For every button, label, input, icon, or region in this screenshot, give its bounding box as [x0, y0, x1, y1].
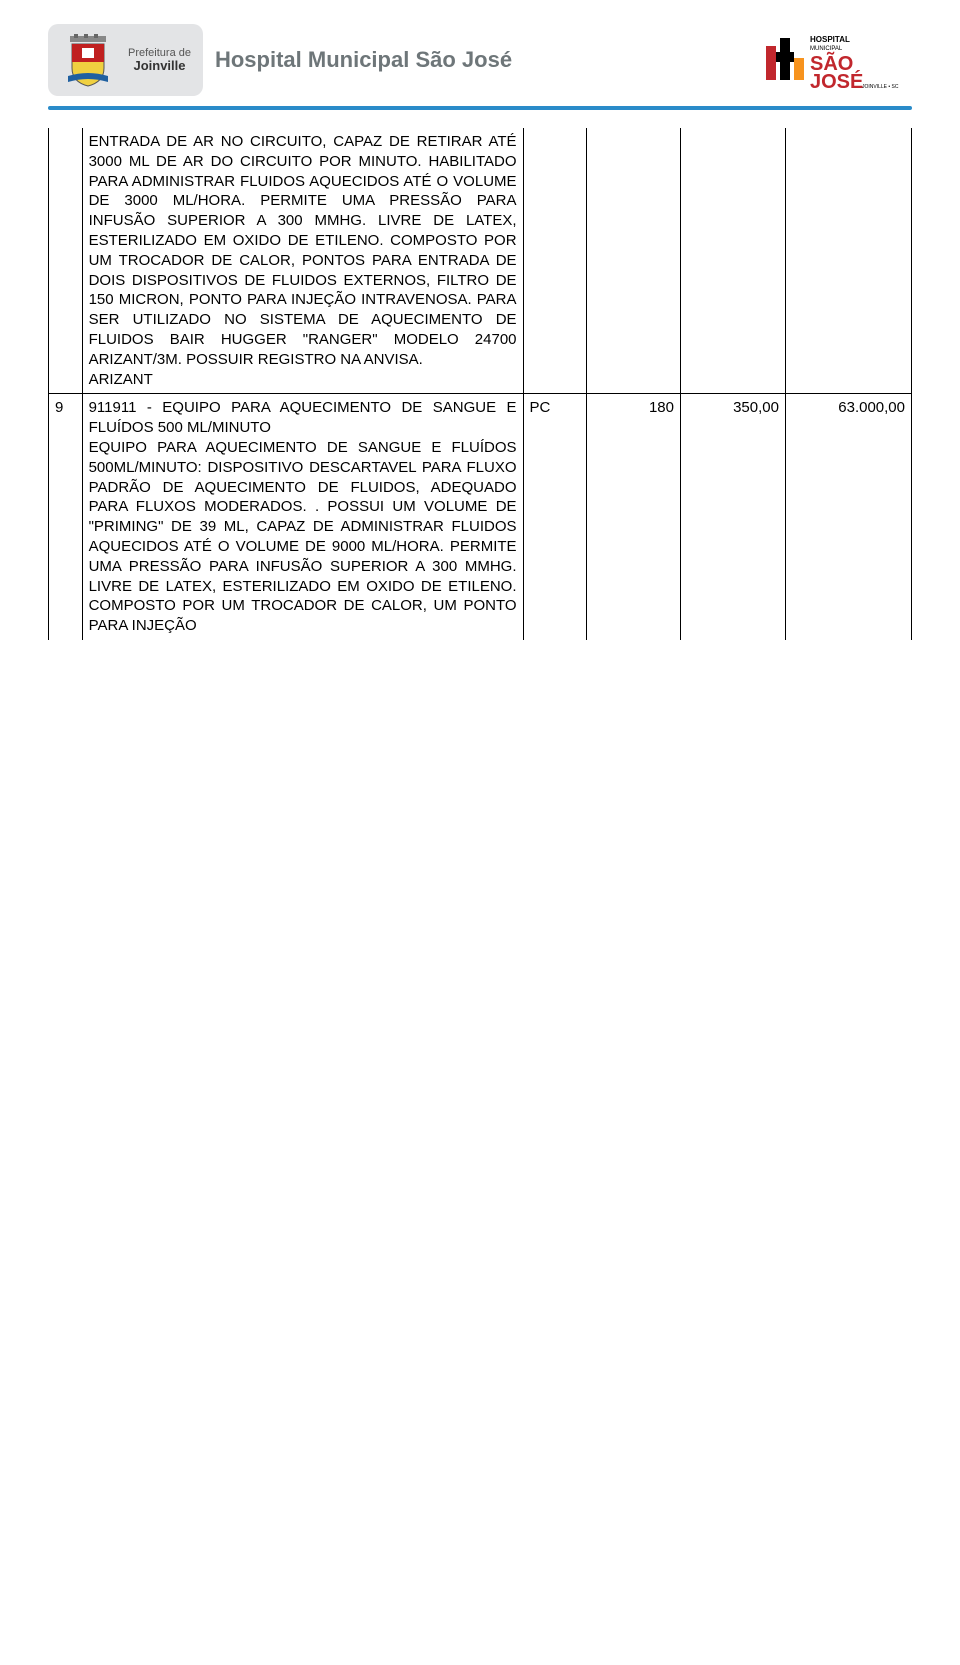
row-total: [785, 128, 911, 394]
table-row: ENTRADA DE AR NO CIRCUITO, CAPAZ DE RETI…: [49, 128, 912, 394]
prefeitura-crest-icon: [60, 32, 116, 88]
prefeitura-line2: Joinville: [128, 59, 191, 73]
row-price: 350,00: [681, 394, 786, 640]
svg-text:MUNICIPAL: MUNICIPAL: [810, 46, 843, 52]
row-unit: [523, 128, 586, 394]
svg-text:JOINVILLE • SC: JOINVILLE • SC: [862, 84, 899, 90]
hospital-logo-icon: HOSPITAL MUNICIPAL SÃO JOSÉ JOINVILLE • …: [762, 28, 912, 92]
svg-text:HOSPITAL: HOSPITAL: [810, 35, 850, 44]
row-index: 9: [49, 394, 83, 640]
row-description: 911911 - EQUIPO PARA AQUECIMENTO DE SANG…: [82, 394, 523, 640]
row-index: [49, 128, 83, 394]
document-header: Prefeitura de Joinville Hospital Municip…: [48, 24, 912, 96]
row-price: [681, 128, 786, 394]
row-description: ENTRADA DE AR NO CIRCUITO, CAPAZ DE RETI…: [82, 128, 523, 394]
prefeitura-text: Prefeitura de Joinville: [128, 47, 191, 73]
row-total: 63.000,00: [785, 394, 911, 640]
document-title: Hospital Municipal São José: [215, 47, 512, 73]
header-rule: [48, 106, 912, 110]
items-table: ENTRADA DE AR NO CIRCUITO, CAPAZ DE RETI…: [48, 128, 912, 640]
row-qty: [586, 128, 680, 394]
table-row: 9911911 - EQUIPO PARA AQUECIMENTO DE SAN…: [49, 394, 912, 640]
prefeitura-logo-block: Prefeitura de Joinville: [48, 24, 203, 96]
row-unit: PC: [523, 394, 586, 640]
row-qty: 180: [586, 394, 680, 640]
svg-text:JOSÉ: JOSÉ: [810, 70, 863, 92]
